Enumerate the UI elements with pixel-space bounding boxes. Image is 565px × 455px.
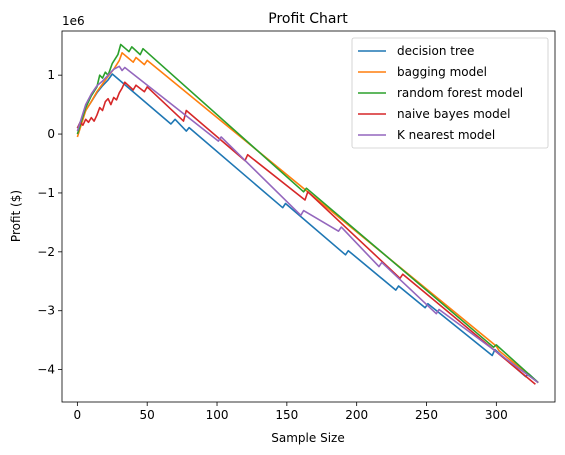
legend-box	[351, 37, 549, 149]
x-tick-label: 50	[140, 408, 155, 422]
y-tick-label: 0	[47, 127, 55, 141]
y-axis-label: Profit ($)	[9, 190, 23, 242]
x-tick-label: 200	[345, 408, 368, 422]
legend-label: K nearest model	[397, 128, 495, 142]
series-line-1	[76, 73, 539, 384]
legend: decision tree bagging model random forest …	[351, 37, 549, 149]
y-axis: −4 −3 −2 −1 0 1	[37, 68, 62, 377]
y-tick-label: −3	[37, 304, 55, 318]
x-axis: 0 50 100 150 200 250 300	[74, 402, 508, 422]
chart-title: Profit Chart	[268, 11, 348, 27]
plot-lines	[76, 43, 539, 385]
y-multiplier-label: 1e6	[62, 14, 85, 28]
legend-label: naive bayes model	[397, 107, 510, 121]
y-tick-label: −4	[37, 363, 55, 377]
y-tick-label: −1	[37, 186, 55, 200]
x-tick-label: 0	[74, 408, 82, 422]
y-tick-label: 1	[47, 68, 55, 82]
legend-label: random forest model	[397, 86, 523, 100]
x-tick-label: 150	[275, 408, 298, 422]
series-line-4	[76, 81, 536, 385]
x-tick-label: 250	[415, 408, 438, 422]
legend-label: bagging model	[397, 65, 487, 79]
legend-label: decision tree	[397, 44, 474, 58]
series-line-5	[76, 65, 539, 384]
x-tick-label: 300	[485, 408, 508, 422]
x-axis-label: Sample Size	[271, 431, 344, 445]
x-tick-label: 100	[206, 408, 229, 422]
plot-frame	[61, 30, 556, 403]
y-tick-label: −2	[37, 245, 55, 259]
series-line-2	[76, 52, 539, 384]
